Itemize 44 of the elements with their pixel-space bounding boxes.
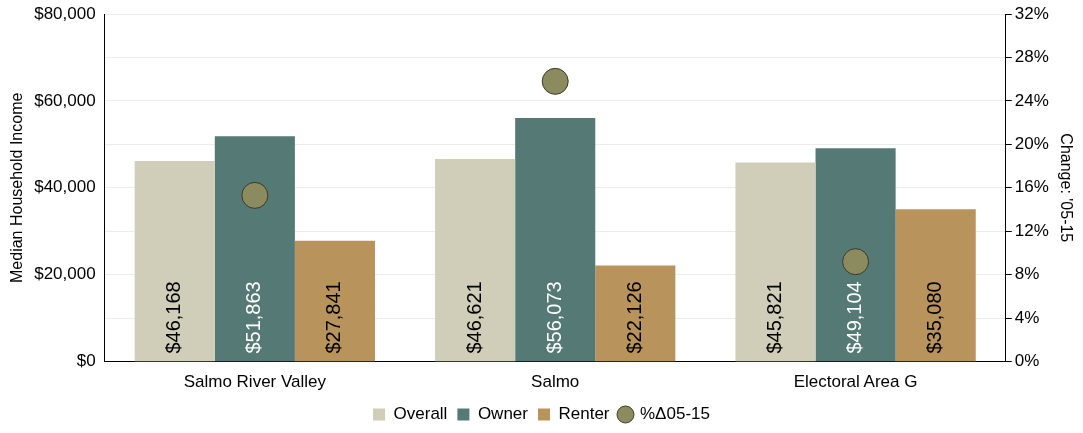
x-tick-label: Salmo River Valley (183, 372, 327, 392)
y-tick-label: $20,000 (34, 264, 96, 284)
y-axis-title: Median Household Income (8, 92, 26, 283)
data-label: $45,821 (763, 281, 785, 354)
y-tick-label: $0 (76, 351, 96, 371)
bar (735, 162, 816, 362)
y2-tick-label: 20% (1014, 134, 1049, 154)
legend-label: Owner (477, 404, 529, 424)
data-label: $49,104 (843, 281, 866, 354)
y-tick-label: $40,000 (34, 177, 96, 197)
bar (895, 209, 976, 362)
y2-tick-label: 24% (1014, 90, 1049, 110)
y2-tick-label: 12% (1014, 220, 1049, 240)
bar (435, 159, 516, 362)
y2-tick-label: 0% (1014, 351, 1040, 371)
data-label: $46,621 (462, 281, 485, 354)
data-label: $46,168 (162, 281, 185, 354)
point (541, 67, 569, 95)
point (842, 248, 870, 276)
bar (515, 117, 596, 362)
y2-tick-label: 8% (1014, 264, 1040, 284)
bar (815, 148, 896, 362)
x-tick-label: Salmo (531, 372, 580, 392)
bar (134, 161, 215, 362)
bar (214, 136, 295, 362)
bar (294, 240, 375, 362)
data-label: $35,080 (923, 281, 946, 354)
y-tick-label: $80,000 (34, 3, 96, 23)
y-tick-label: $60,000 (34, 90, 96, 110)
y2-axis-title: Change: '05-15 (1057, 133, 1075, 243)
data-label: $27,841 (322, 281, 345, 354)
point (241, 181, 269, 209)
y2-tick-label: 16% (1014, 177, 1049, 197)
bar (595, 265, 676, 362)
data-label: $56,073 (542, 281, 565, 354)
legend-label: Overall (393, 404, 448, 424)
data-label: $51,863 (242, 281, 265, 354)
data-label: $22,126 (622, 281, 645, 354)
legend-label: %Δ05-15 (640, 404, 710, 424)
y2-tick-label: 28% (1014, 47, 1049, 67)
y2-tick-label: 32% (1014, 3, 1049, 23)
x-tick-label: Electoral Area G (793, 372, 918, 392)
y2-tick-label: 4% (1014, 307, 1040, 327)
legend-label: Renter (558, 404, 610, 424)
